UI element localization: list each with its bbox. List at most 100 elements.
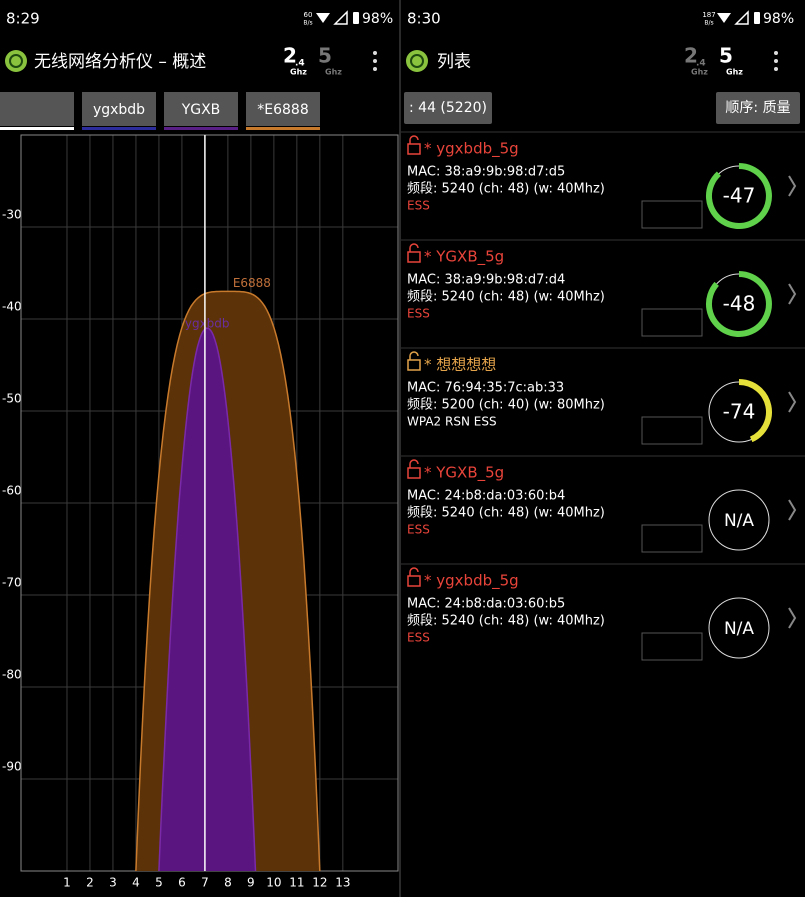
band-2-4-unit: Ghz — [691, 68, 708, 77]
signal-arc — [705, 271, 772, 337]
network-title: * YGXB_5g — [424, 248, 504, 267]
app-title: 列表 — [437, 52, 471, 72]
band-2-4-sub: .4 — [696, 59, 706, 69]
app-icon-inner — [410, 54, 424, 68]
x-tick-label: 11 — [289, 876, 304, 890]
filter-button[interactable] — [404, 92, 492, 124]
x-tick-label: 13 — [335, 876, 350, 890]
menu-dot — [774, 51, 778, 55]
menu-dot — [774, 59, 778, 63]
signal-gauge — [708, 489, 770, 551]
network-mac: MAC: 24:b8:da:03:60:b4 — [407, 489, 565, 504]
band-5-unit: Ghz — [726, 68, 743, 77]
menu-dot — [373, 51, 377, 55]
menu-dot — [774, 67, 778, 71]
network-caps: ESS — [407, 307, 430, 321]
y-tick-label: -40 — [2, 300, 22, 314]
app-title: 无线网络分析仪 – 概述 — [34, 52, 206, 72]
signal-value: N/A — [724, 619, 754, 639]
battery-icon — [353, 12, 359, 24]
signal-arc — [706, 163, 772, 229]
signal-icon — [333, 10, 348, 25]
lock-shackle — [409, 135, 419, 144]
sort-button[interactable] — [716, 92, 800, 124]
app-icon — [5, 50, 27, 72]
network-caps: WPA2 RSN ESS — [407, 415, 497, 429]
x-tick-label: 7 — [201, 876, 209, 890]
network-mac: MAC: 38:a9:9b:98:d7:d4 — [407, 273, 565, 288]
network-title: * 想想想想 — [424, 356, 496, 374]
lock-shackle — [409, 243, 419, 252]
signal-value: -48 — [723, 292, 756, 316]
network-freq: 频段: 5240 (ch: 48) (w: 40Mhz) — [407, 182, 605, 197]
x-tick-label: 1 — [63, 876, 71, 890]
tab-label: *E6888 — [257, 102, 308, 118]
network-title: * ygxbdb_5g — [424, 140, 519, 159]
band-5-unit: Ghz — [325, 68, 342, 77]
band-2-4[interactable]: 2 — [283, 44, 297, 68]
network-label: ygxbdb — [185, 317, 230, 331]
x-tick-label: 10 — [266, 876, 281, 890]
filter-label: : 44 (5220) — [409, 100, 487, 116]
signal-value: -74 — [723, 400, 756, 424]
band-2-4[interactable]: 2 — [684, 44, 698, 68]
signal-gauge — [708, 597, 770, 659]
tab-underline — [164, 127, 238, 130]
wifi-icon — [717, 13, 731, 23]
lock-shackle — [409, 351, 419, 360]
network-caps: ESS — [407, 631, 430, 645]
tab[interactable] — [164, 92, 238, 126]
y-tick-label: -70 — [2, 576, 22, 590]
network-mac: MAC: 24:b8:da:03:60:b5 — [407, 597, 565, 612]
signal-history — [641, 200, 703, 229]
row-chevron — [788, 283, 797, 305]
tab-underline — [246, 127, 320, 130]
x-tick-label: 4 — [132, 876, 140, 890]
signal-history — [641, 416, 703, 445]
network-title: * ygxbdb_5g — [424, 572, 519, 591]
network-mac: MAC: 76:94:35:7c:ab:33 — [407, 381, 564, 396]
x-tick-label: 5 — [155, 876, 163, 890]
status-time: 8:29 — [6, 10, 40, 28]
network-freq: 频段: 5240 (ch: 48) (w: 40Mhz) — [407, 506, 605, 521]
network-freq: 频段: 5240 (ch: 48) (w: 40Mhz) — [407, 614, 605, 629]
status-battery: 98% — [763, 11, 794, 27]
lock-body — [407, 467, 421, 479]
status-battery: 98% — [362, 11, 393, 27]
tab[interactable] — [0, 92, 74, 126]
tab[interactable] — [246, 92, 320, 126]
tab-underline — [0, 127, 74, 130]
lock-body — [407, 251, 421, 263]
x-tick-label: 2 — [86, 876, 94, 890]
band-5[interactable]: 5 — [719, 44, 733, 68]
status-speed-unit: B/s — [704, 20, 713, 27]
band-2-4-unit: Ghz — [290, 68, 307, 77]
x-tick-label: 3 — [109, 876, 117, 890]
x-tick-label: 9 — [247, 876, 255, 890]
tab[interactable] — [82, 92, 156, 126]
y-tick-label: -90 — [2, 760, 22, 774]
network-mac: MAC: 38:a9:9b:98:d7:d5 — [407, 165, 565, 180]
network-curve — [158, 327, 257, 872]
network-title: * YGXB_5g — [424, 464, 504, 483]
x-tick-label: 6 — [178, 876, 186, 890]
signal-value: N/A — [724, 511, 754, 531]
row-chevron — [788, 607, 797, 629]
y-tick-label: -80 — [2, 668, 22, 682]
lock-body — [407, 575, 421, 587]
app-icon-inner — [9, 54, 23, 68]
status-speed: 187 — [702, 11, 715, 19]
wifi-icon — [316, 13, 330, 23]
signal-icon — [734, 10, 749, 25]
signal-history — [641, 524, 703, 553]
row-chevron — [788, 391, 797, 413]
tab-label: YGXB — [181, 102, 221, 118]
y-tick-label: -50 — [2, 392, 22, 406]
band-5[interactable]: 5 — [318, 44, 332, 68]
tab-underline — [82, 127, 156, 130]
lock-shackle — [409, 459, 419, 468]
status-speed-unit: B/s — [303, 20, 312, 27]
signal-value: -47 — [723, 184, 756, 208]
